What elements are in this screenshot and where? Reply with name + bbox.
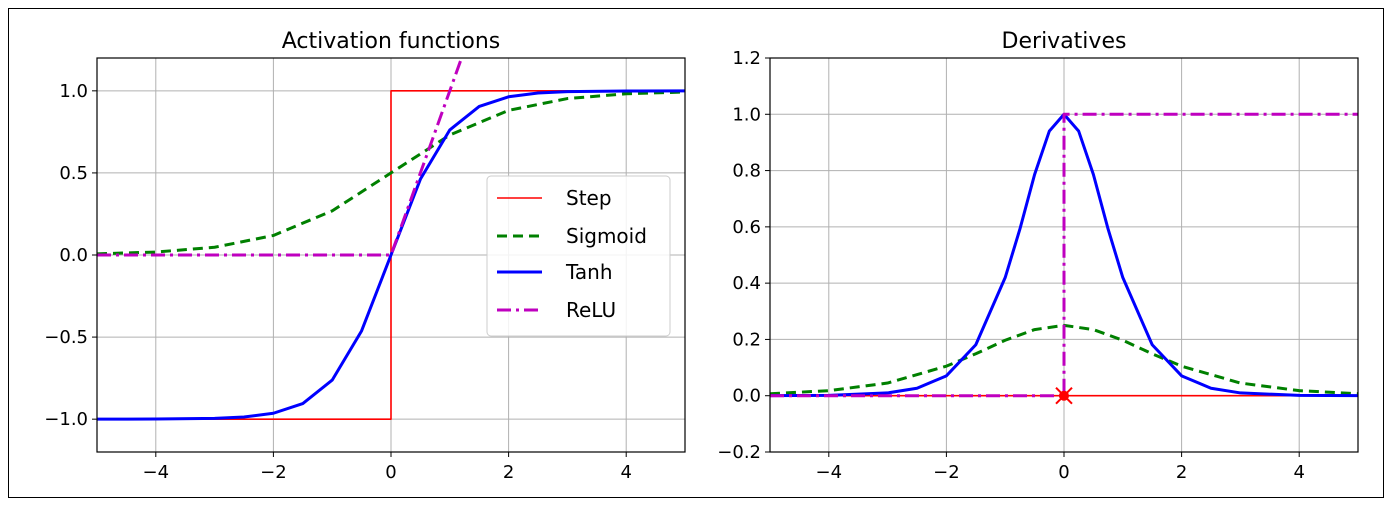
y-tick-label: 1.2 xyxy=(732,48,761,69)
y-tick-label: 0.4 xyxy=(732,273,761,294)
activation-functions-chart: Activation functions −4 −2 0 2 4 −1.0 −0.5 0.0 0… xyxy=(44,29,686,483)
y-tick-label: 0.5 xyxy=(59,163,88,184)
legend-box xyxy=(486,175,671,337)
series-line-tanh xyxy=(97,89,685,421)
x-tick-label: 4 xyxy=(620,462,631,483)
legend: Step Sigmoid Tanh ReLU xyxy=(486,175,671,337)
figure-frame xyxy=(8,8,1384,498)
x-tick-label: −2 xyxy=(260,462,287,483)
x-tick-label: −2 xyxy=(933,462,960,483)
x-tick-label: 2 xyxy=(503,462,514,483)
series-line-sigmoid xyxy=(97,90,685,256)
point-marker-x xyxy=(1055,387,1073,405)
legend-label-step: Step xyxy=(566,186,612,210)
y-tick-label: 1.0 xyxy=(732,104,761,125)
y-tick-label: 1.0 xyxy=(59,81,88,102)
chart-title: Activation functions xyxy=(282,29,500,54)
x-tick-label: −4 xyxy=(143,462,170,483)
chart-title: Derivatives xyxy=(1002,29,1127,54)
legend-label-relu: ReLU xyxy=(566,298,616,322)
y-tick-label: 0.6 xyxy=(732,217,761,238)
y-tick-label: −0.5 xyxy=(44,327,88,348)
y-tick-label: 0.0 xyxy=(732,386,761,407)
y-tick-label: −0.2 xyxy=(717,442,761,463)
y-tick-label: 0.0 xyxy=(59,245,88,266)
series-line-relu xyxy=(97,58,463,257)
legend-label-sigmoid: Sigmoid xyxy=(566,224,647,248)
x-tick-label: 4 xyxy=(1293,462,1304,483)
legend-label-tanh: Tanh xyxy=(565,260,613,284)
x-tick-label: 0 xyxy=(385,462,396,483)
derivatives-chart: Derivatives −4 −2 0 2 4 −0.2 0.0 0.2 0.4 0.6 0.8 1.… xyxy=(717,29,1359,483)
y-tick-label: 0.2 xyxy=(732,329,761,350)
y-tick-label: −1.0 xyxy=(44,409,88,430)
y-tick-label: 0.8 xyxy=(732,161,761,182)
series-line-3 xyxy=(770,112,1358,398)
x-tick-label: 2 xyxy=(1176,462,1187,483)
x-tick-label: −4 xyxy=(816,462,843,483)
x-tick-label: 0 xyxy=(1058,462,1069,483)
